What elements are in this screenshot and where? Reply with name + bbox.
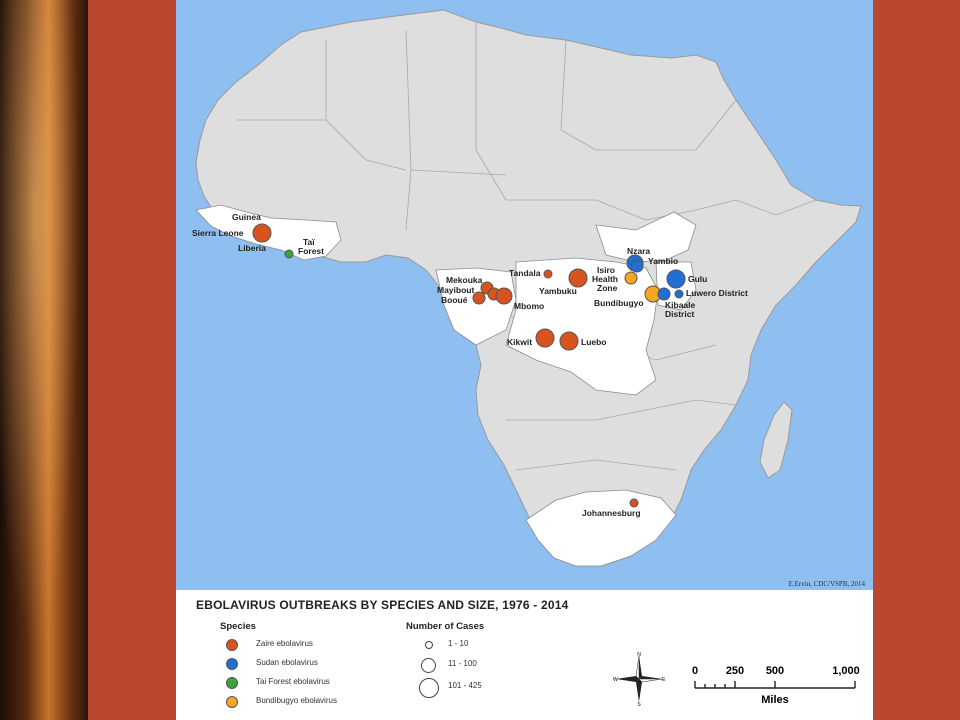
medium-circle-icon [421, 658, 436, 673]
marker-tandala [543, 269, 553, 279]
label-yambio: Yambio [648, 256, 678, 266]
slide-photo-strip [0, 0, 88, 720]
compass-rose-icon: N S W E [613, 652, 666, 706]
outbreak-markers [252, 223, 686, 508]
species-label: Bundibugyo ebolavirus [256, 696, 337, 705]
label-sierra-leone: Sierra Leone [192, 228, 244, 238]
marker-booue [472, 291, 486, 305]
south-africa-region [525, 489, 677, 567]
label-isiro: Isiro [597, 265, 615, 275]
label-nzara: Nzara [627, 246, 650, 256]
cases-heading: Number of Cases [406, 621, 485, 632]
scale-tick-500: 500 [766, 665, 784, 677]
label-guinea: Guinea [232, 212, 261, 222]
large-circle-icon [419, 678, 439, 698]
species-label: Tai Forest ebolavirus [256, 677, 330, 686]
label-kibaale: Kibaale [665, 300, 696, 310]
species-heading: Species [220, 621, 256, 632]
map-credit: E.Ervin, CDC/VSPB, 2014 [788, 580, 865, 588]
small-circle-icon [425, 641, 433, 649]
label-liberia: Liberia [238, 243, 266, 253]
label-isiro-zone: Zone [597, 283, 618, 293]
label-mbomo: Mbomo [514, 301, 544, 311]
africa-map: Guinea Sierra Leone Liberia Taï Forest M… [176, 0, 873, 590]
bundibugyo-swatch [226, 696, 238, 708]
cases-label: 101 - 425 [448, 681, 482, 690]
marker-isiro [624, 271, 638, 285]
label-isiro-health: Health [592, 274, 618, 284]
label-tai: Taï [303, 237, 315, 247]
label-kibaale-district: District [665, 309, 694, 319]
slide-right-margin [873, 0, 960, 720]
scale-tick-1000: 1,000 [832, 665, 860, 677]
compass-w: W [613, 677, 618, 683]
label-mekouka: Mekouka [446, 275, 483, 285]
cases-label: 1 - 10 [448, 639, 469, 648]
map-svg: Guinea Sierra Leone Liberia Taï Forest M… [192, 9, 862, 567]
slide-band [88, 0, 176, 720]
map-legend: EBOLAVIRUS OUTBREAKS BY SPECIES AND SIZE… [176, 590, 873, 720]
map-figure: Guinea Sierra Leone Liberia Taï Forest M… [176, 0, 873, 720]
label-booue: Booué [441, 295, 468, 305]
label-forest: Forest [298, 246, 324, 256]
compass-e: E [662, 677, 666, 683]
scale-tick-250: 250 [726, 665, 744, 677]
marker-luwero [674, 289, 684, 299]
scale-bar: 0 250 500 1,000 Miles [692, 665, 860, 706]
tai-forest-swatch [226, 677, 238, 689]
marker-tai-forest [284, 249, 294, 259]
label-luebo: Luebo [581, 337, 607, 347]
cases-label: 11 - 100 [448, 659, 477, 668]
scale-tick-0: 0 [692, 665, 698, 677]
marker-yambio [630, 259, 644, 273]
marker-guinea [252, 223, 272, 243]
label-johannesburg: Johannesburg [582, 508, 641, 518]
compass-s: S [637, 702, 641, 706]
marker-kikwit [535, 328, 555, 348]
place-labels: Guinea Sierra Leone Liberia Taï Forest M… [192, 212, 748, 518]
label-kikwit: Kikwit [507, 337, 532, 347]
marker-luebo [559, 331, 579, 351]
zaire-swatch [226, 639, 238, 651]
scale-unit: Miles [761, 694, 789, 706]
label-mayibout: Mayibout [437, 285, 474, 295]
species-label: Sudan ebolavirus [256, 658, 318, 667]
drc-region [505, 257, 659, 396]
marker-mbomo [495, 287, 513, 305]
marker-gulu [666, 269, 686, 289]
legend-title: EBOLAVIRUS OUTBREAKS BY SPECIES AND SIZE… [196, 598, 569, 612]
madagascar [759, 401, 793, 479]
marker-johannesburg [629, 498, 639, 508]
marker-yambuku [568, 268, 588, 288]
label-yambuku: Yambuku [539, 286, 577, 296]
sudan-swatch [226, 658, 238, 670]
marker-kibaale [657, 287, 671, 301]
label-tandala: Tandala [509, 268, 541, 278]
label-bundibugyo: Bundibugyo [594, 298, 644, 308]
compass-n: N [637, 652, 641, 658]
south-sudan-region [595, 211, 697, 263]
label-luwero: Luwero District [686, 288, 748, 298]
species-label: Zaire ebolavirus [256, 639, 313, 648]
gabon-congo-region [435, 267, 517, 346]
label-gulu: Gulu [688, 274, 707, 284]
